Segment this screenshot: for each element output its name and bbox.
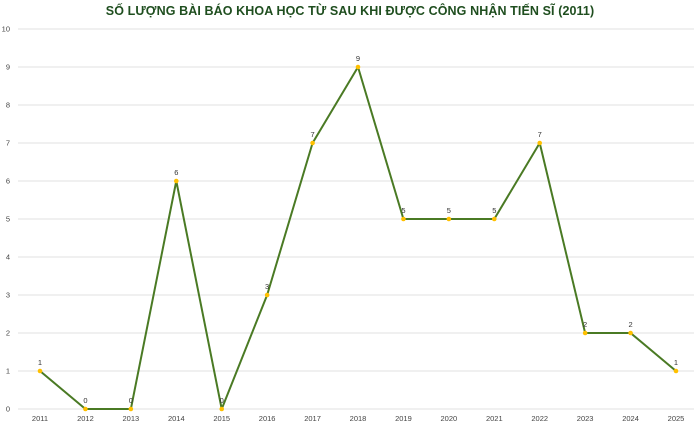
x-tick-label: 2025 — [668, 414, 685, 423]
data-point — [582, 330, 588, 336]
data-label: 0 — [83, 396, 87, 405]
data-label: 1 — [674, 358, 678, 367]
x-tick-label: 2021 — [486, 414, 503, 423]
y-tick-label: 3 — [6, 291, 10, 300]
data-point — [401, 216, 406, 222]
data-point — [83, 406, 88, 412]
y-tick-label: 4 — [6, 253, 10, 262]
data-point — [219, 406, 225, 412]
x-tick-label: 2013 — [123, 414, 140, 423]
y-tick-label: 6 — [6, 177, 10, 186]
data-label: 5 — [492, 206, 496, 215]
y-tick-label: 8 — [6, 101, 10, 110]
y-tick-label: 9 — [6, 63, 10, 72]
data-point — [673, 368, 679, 374]
data-markers — [37, 64, 679, 412]
series-line — [39, 66, 677, 410]
x-axis-ticks: 2011 2012 2013 2014 2015 2016 2017 2018 2019 2020… — [32, 414, 684, 423]
data-label: 0 — [129, 396, 133, 405]
x-tick-label: 2014 — [168, 414, 185, 423]
x-tick-label: 2020 — [441, 414, 458, 423]
data-label: 5 — [401, 206, 405, 215]
y-tick-label: 7 — [6, 139, 10, 148]
data-label: 7 — [538, 130, 542, 139]
x-tick-label: 2018 — [350, 414, 367, 423]
data-point — [491, 216, 497, 222]
x-tick-label: 2015 — [213, 414, 230, 423]
x-tick-label: 2023 — [577, 414, 594, 423]
data-label: 3 — [265, 282, 269, 291]
y-tick-label: 0 — [6, 405, 10, 414]
data-labels: 1 0 0 6 0 3 7 9 5 5 5 7 2 2 1 — [38, 54, 678, 405]
data-point — [173, 178, 179, 184]
x-tick-label: 2017 — [304, 414, 321, 423]
data-point — [446, 216, 452, 222]
data-point — [128, 406, 134, 412]
gridlines — [18, 28, 694, 410]
y-tick-label: 1 — [6, 367, 10, 376]
data-label: 7 — [310, 130, 314, 139]
x-tick-label: 2012 — [77, 414, 94, 423]
chart-title: SỐ LƯỢNG BÀI BÁO KHOA HỌC TỪ SAU KHI ĐƯỢ… — [105, 4, 595, 18]
data-label: 1 — [38, 358, 42, 367]
x-tick-label: 2022 — [531, 414, 548, 423]
data-label: 5 — [447, 206, 451, 215]
data-point — [628, 330, 633, 336]
data-point — [537, 140, 543, 146]
data-point — [37, 368, 43, 374]
x-tick-label: 2016 — [259, 414, 276, 423]
y-tick-label: 2 — [6, 329, 10, 338]
data-label: 2 — [628, 320, 632, 329]
x-tick-label: 2024 — [622, 414, 639, 423]
data-label: 0 — [220, 396, 224, 405]
x-tick-label: 2019 — [395, 414, 412, 423]
series-lines — [39, 66, 677, 410]
x-tick-label: 2011 — [32, 414, 48, 423]
y-tick-label: 5 — [6, 215, 10, 224]
data-point — [264, 292, 270, 298]
y-axis-ticks: 0 1 2 3 4 5 6 7 8 9 10 — [2, 25, 10, 414]
y-tick-label: 10 — [2, 25, 10, 34]
data-point — [310, 140, 315, 146]
data-point — [355, 64, 361, 70]
data-label: 2 — [583, 320, 587, 329]
data-label: 6 — [174, 168, 178, 177]
data-label: 9 — [356, 54, 360, 63]
